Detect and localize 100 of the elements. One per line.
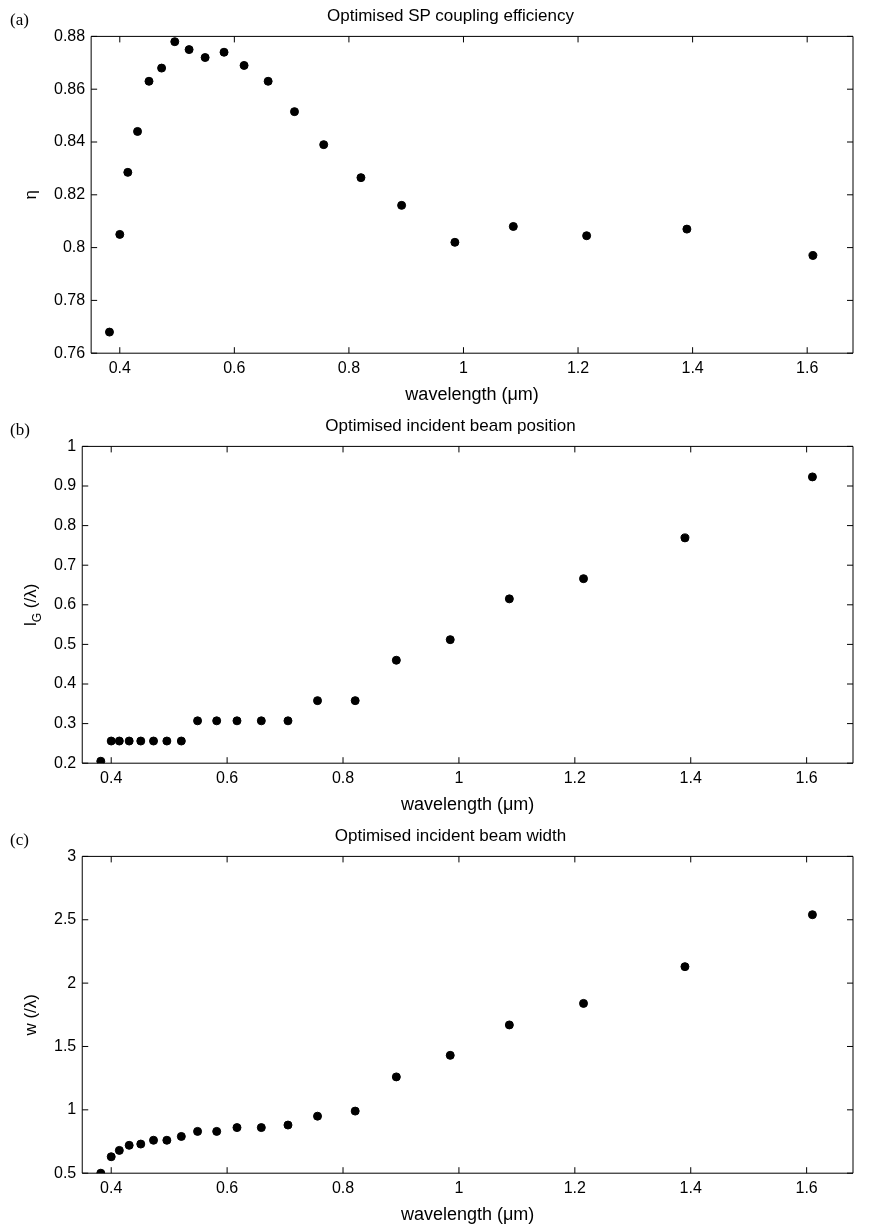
point <box>144 76 154 86</box>
point <box>232 716 242 726</box>
x-tick-label: 1.4 <box>681 359 704 377</box>
y-tick-label: 0.9 <box>53 476 77 494</box>
point <box>256 716 266 726</box>
y-tick-label: 0.76 <box>54 343 86 361</box>
text: (c) <box>10 829 29 849</box>
point <box>96 756 106 764</box>
y-tick-label: 1.5 <box>53 1036 77 1054</box>
point <box>350 696 360 706</box>
point <box>170 37 180 47</box>
point <box>149 736 159 746</box>
point <box>114 1145 124 1155</box>
y-tick-label: 1 <box>67 1100 77 1118</box>
x-tick-label: 0.6 <box>216 769 239 787</box>
point <box>450 237 460 247</box>
y-tick-label: 2.5 <box>53 910 77 928</box>
point <box>283 716 293 726</box>
point <box>313 696 323 706</box>
point <box>504 594 514 604</box>
point <box>123 167 133 177</box>
point <box>124 1140 134 1150</box>
point <box>579 998 589 1008</box>
point <box>445 635 455 645</box>
x-tick-label: 1.6 <box>796 359 819 377</box>
point <box>504 1020 514 1030</box>
y-tick-label: 0.4 <box>53 674 77 692</box>
point <box>106 736 116 746</box>
x-tick-label: 1 <box>454 1179 464 1197</box>
point <box>582 231 592 241</box>
x-tick-label: 1.6 <box>795 1179 818 1197</box>
y-tick-label: 0.86 <box>54 79 86 97</box>
x-tick-label: 1.2 <box>563 769 587 787</box>
y-tick-label: 0.3 <box>53 714 77 732</box>
x-tick-label: 0.8 <box>331 1179 355 1197</box>
point <box>808 251 818 261</box>
y-tick-label: 0.5 <box>53 1163 77 1181</box>
point <box>807 472 817 482</box>
point <box>193 716 203 726</box>
y-tick-label: 0.88 <box>54 26 86 44</box>
point <box>256 1123 266 1133</box>
point <box>807 910 817 920</box>
y-axis-title: η <box>21 190 40 200</box>
text: (b) <box>10 419 30 439</box>
point <box>133 126 143 136</box>
point <box>136 736 146 746</box>
x-tick-label: 1.4 <box>679 769 702 787</box>
point <box>313 1111 323 1121</box>
point <box>232 1123 242 1133</box>
y-axis-title: w (/λ) <box>21 994 40 1037</box>
point <box>263 76 273 86</box>
y-tick-label: 0.7 <box>53 555 77 573</box>
point <box>106 1152 116 1162</box>
x-axis-title: wavelength (μm) <box>404 384 539 405</box>
point <box>283 1120 293 1130</box>
point <box>289 107 299 117</box>
point <box>115 229 125 239</box>
x-tick-label: 1 <box>454 769 464 787</box>
text: (a) <box>10 9 29 29</box>
y-tick-label: 0.6 <box>53 595 77 613</box>
point <box>682 224 692 234</box>
y-tick-label: 0.8 <box>53 516 77 534</box>
point <box>162 736 172 746</box>
point <box>239 60 249 70</box>
point <box>350 1106 360 1116</box>
y-axis-title: lG (/λ) <box>21 583 44 626</box>
chart-title: Optimised incident beam position <box>325 415 576 435</box>
y-tick-label: 0.5 <box>53 634 77 652</box>
x-tick-label: 0.4 <box>108 359 131 377</box>
y-tick-label: 0.82 <box>54 185 86 203</box>
point <box>176 1131 186 1141</box>
y-tick-label: 2 <box>67 973 77 991</box>
x-tick-label: 1.2 <box>563 1179 587 1197</box>
point <box>445 1050 455 1060</box>
point <box>193 1126 203 1136</box>
y-tick-label: 0.2 <box>53 753 77 771</box>
point <box>212 716 222 726</box>
x-tick-label: 1.2 <box>566 359 590 377</box>
y-tick-label: 0.84 <box>54 132 86 150</box>
x-tick-label: 0.8 <box>337 359 361 377</box>
x-tick-label: 0.6 <box>223 359 246 377</box>
y-tick-label: 0.8 <box>62 238 86 256</box>
x-tick-label: 0.4 <box>100 1179 123 1197</box>
point <box>136 1139 146 1149</box>
point <box>162 1135 172 1145</box>
point <box>579 574 589 584</box>
chart-title: Optimised incident beam width <box>334 825 567 845</box>
point <box>319 140 329 150</box>
point <box>157 63 167 73</box>
x-tick-label: 0.8 <box>331 769 355 787</box>
point <box>391 1072 401 1082</box>
y-tick-label: 3 <box>67 846 77 864</box>
point <box>212 1126 222 1136</box>
point <box>356 173 366 183</box>
point <box>124 736 134 746</box>
chart-title: Optimised SP coupling efficiency <box>327 5 575 25</box>
point <box>200 53 210 63</box>
point <box>149 1135 159 1145</box>
x-tick-label: 1 <box>459 359 469 377</box>
point <box>114 736 124 746</box>
